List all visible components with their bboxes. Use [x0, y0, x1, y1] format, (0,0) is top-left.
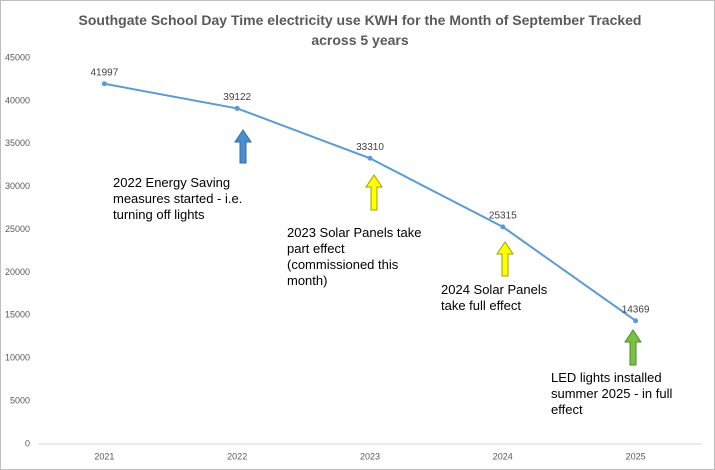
- point: [234, 105, 240, 111]
- annotation: 2023 Solar Panels take part effect (comm…: [287, 225, 422, 288]
- y-tick-label: 30000: [5, 181, 30, 191]
- arrow: [365, 174, 383, 211]
- arrow: [234, 129, 252, 164]
- data-label: 33310: [356, 142, 384, 153]
- y-tick-label: 25000: [5, 224, 30, 234]
- y-tick-label: 5000: [10, 395, 30, 405]
- y-tick-label: 0: [25, 438, 30, 448]
- y-tick-label: 20000: [5, 267, 30, 277]
- x-tick-label: 2021: [94, 451, 114, 461]
- arrow: [624, 329, 642, 366]
- arrows: [234, 129, 642, 366]
- y-tick-label: 10000: [5, 353, 30, 363]
- y-tick-label: 45000: [5, 52, 30, 62]
- arrow: [496, 241, 514, 277]
- x-tick-label: 2025: [626, 451, 646, 461]
- point: [633, 318, 639, 324]
- chart-title: Southgate School Day Time electricity us…: [78, 12, 642, 48]
- y-tick-label: 15000: [5, 310, 30, 320]
- x-tick-label: 2023: [360, 451, 380, 461]
- y-tick-label: 40000: [5, 95, 30, 105]
- point: [101, 81, 107, 87]
- annotation: LED lights installed summer 2025 - in fu…: [551, 370, 673, 417]
- annotation: 2024 Solar Panels take full effect: [441, 282, 548, 313]
- data-label: 14369: [622, 304, 650, 315]
- annotation: 2022 Energy Saving measures started - i.…: [113, 175, 243, 222]
- point: [367, 155, 373, 161]
- x-tick-label: 2024: [493, 451, 513, 461]
- data-label: 39122: [223, 92, 251, 103]
- point: [500, 224, 506, 230]
- data-label: 25315: [489, 210, 517, 221]
- x-tick-label: 2022: [227, 451, 247, 461]
- y-tick-label: 35000: [5, 138, 30, 148]
- data-label: 41997: [90, 67, 118, 78]
